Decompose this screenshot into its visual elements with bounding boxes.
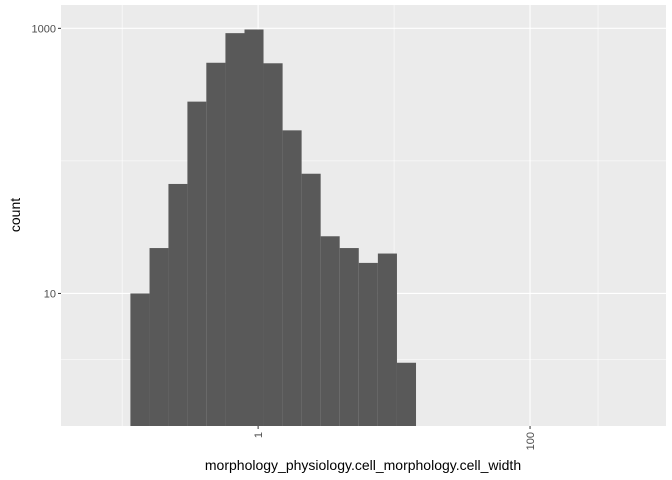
histogram-bar [130, 293, 150, 426]
histogram-bar [282, 130, 302, 426]
x-tick-label: 1 [253, 432, 265, 438]
y-tick-label: 1000 [32, 23, 56, 35]
histogram-bar [301, 173, 321, 426]
y-axis-title: count [7, 198, 23, 232]
histogram-bar [149, 248, 169, 426]
histogram-bar [187, 101, 207, 426]
histogram-bar [339, 248, 359, 426]
histogram-bar [358, 262, 378, 426]
x-axis-title: morphology_physiology.cell_morphology.ce… [205, 457, 521, 473]
y-axis: 10 1000 [32, 23, 61, 300]
histogram-bar [320, 236, 340, 426]
histogram-bar [396, 362, 417, 426]
x-axis: 1 100 [253, 426, 537, 450]
histogram-bar [225, 33, 245, 427]
histogram-bar [377, 253, 397, 426]
histogram-bar [244, 29, 264, 427]
histogram-bars [130, 29, 417, 427]
y-tick-label: 10 [44, 288, 56, 300]
x-tick-label: 100 [525, 432, 537, 450]
histogram-bar [168, 183, 188, 426]
histogram-bar [263, 63, 283, 426]
histogram-bar [206, 62, 226, 426]
